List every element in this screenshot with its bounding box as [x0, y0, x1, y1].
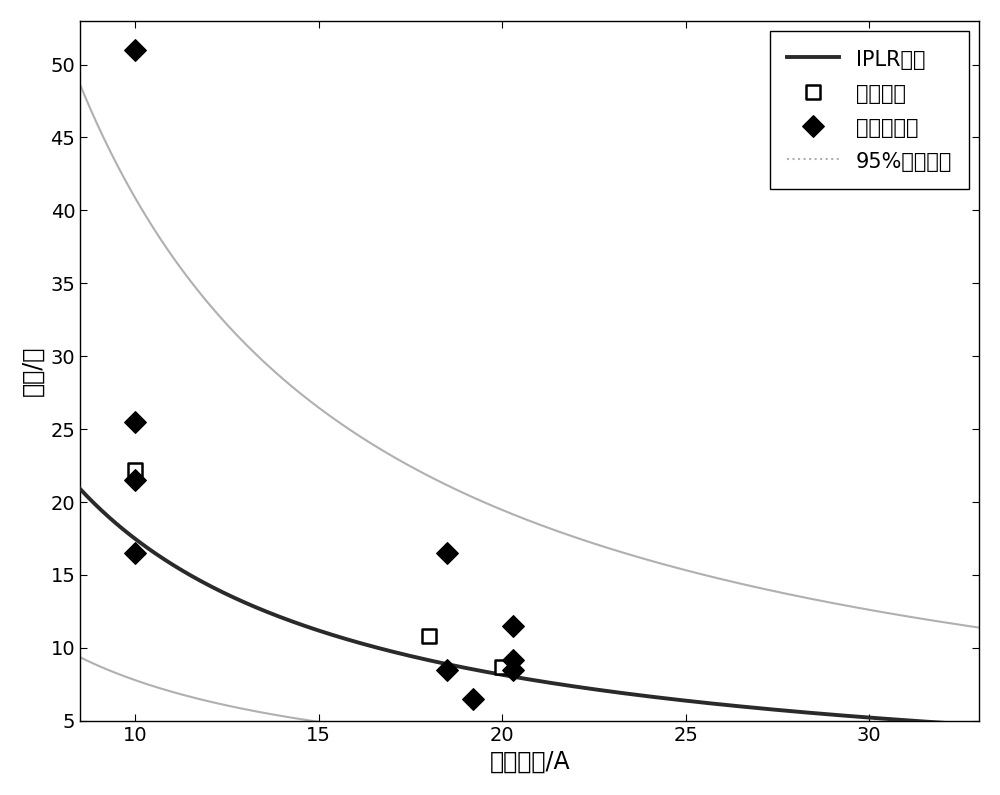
Point	[494, 661, 510, 673]
Y-axis label: 寿命/年: 寿命/年	[21, 346, 45, 396]
Point	[505, 619, 521, 632]
Point	[465, 692, 481, 705]
Legend: IPLR模型, 平均寿命, 真实寿命点, 95%置信区间: IPLR模型, 平均寿命, 真实寿命点, 95%置信区间	[770, 31, 969, 189]
Point	[421, 630, 437, 642]
Point	[127, 416, 143, 429]
X-axis label: 放电电流/A: 放电电流/A	[489, 750, 570, 774]
Point	[439, 663, 455, 676]
Point	[439, 547, 455, 560]
Point	[127, 44, 143, 56]
Point	[505, 663, 521, 676]
Point	[127, 474, 143, 487]
Point	[127, 463, 143, 476]
Point	[127, 547, 143, 560]
Point	[505, 653, 521, 666]
